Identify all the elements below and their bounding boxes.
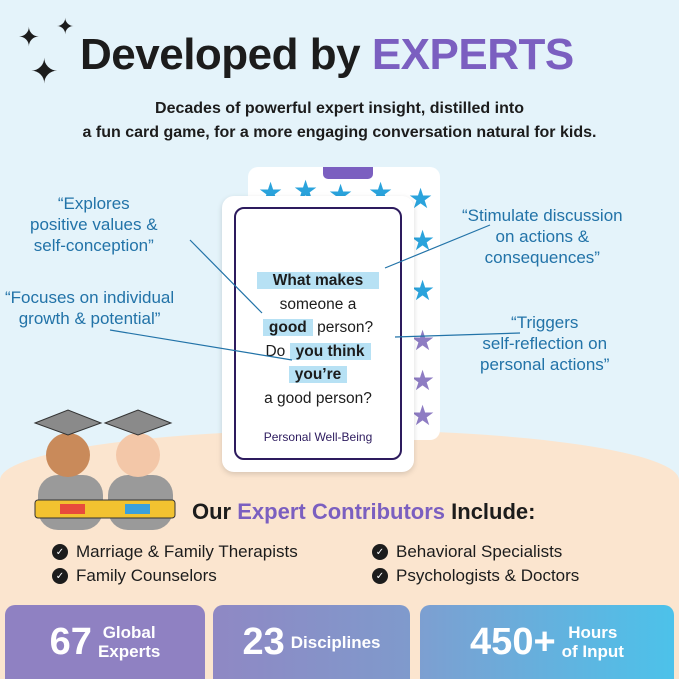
list-item: ✓ Family Counselors (52, 566, 217, 586)
graduate-avatars-illustration (33, 409, 176, 530)
sparkle-icon: ✦ (30, 53, 59, 91)
check-icon: ✓ (52, 568, 68, 584)
list-item: ✓ Marriage & Family Therapists (52, 542, 298, 562)
list-item: ✓ Psychologists & Doctors (372, 566, 579, 586)
check-icon: ✓ (52, 544, 68, 560)
quote: “Triggers self-reflection on personal acti… (480, 313, 610, 374)
quote: “Explores positive values & self-conceptio… (30, 194, 158, 255)
contributors-heading: Our Expert Contributors Include: (192, 499, 536, 524)
list-item: ✓ Behavioral Specialists (372, 542, 562, 562)
card-category: Personal Well-Being (263, 430, 373, 444)
check-icon: ✓ (372, 544, 388, 560)
question-card: What makes someone a good person? Do you… (222, 196, 414, 472)
stat-disciplines: 23 Disciplines (213, 605, 410, 679)
subtitle: Decades of powerful expert insight, dist… (82, 100, 597, 141)
quote: “Stimulate discussion on actions & consequ… (462, 206, 623, 267)
check-icon: ✓ (372, 568, 388, 584)
stat-global-experts: 67 Global Experts (5, 605, 205, 679)
page-title: Developed by EXPERTS (80, 30, 574, 79)
stat-hours: 450+ Hours of Input (420, 605, 674, 679)
sparkle-icon: ✦ (56, 14, 75, 39)
quote: “Focuses on individual growth & potential… (5, 288, 175, 328)
sparkle-icon: ✦ (18, 22, 40, 52)
